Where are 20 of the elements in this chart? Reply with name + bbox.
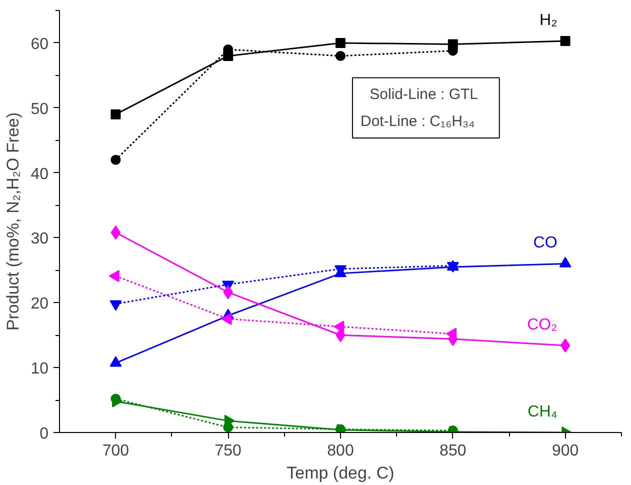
- y-tick-label: 30: [30, 230, 49, 248]
- y-axis-title: Product (mo%, N₂,H₂O Free): [4, 112, 23, 331]
- x-axis-title: Temp (deg. C): [286, 464, 394, 482]
- annotation: Solid-Line : GTL: [370, 86, 478, 103]
- annotation: Dot-Line : C₁₆H₃₄: [360, 112, 475, 130]
- x-tick-label: 800: [327, 442, 354, 460]
- x-tick-label: 900: [552, 442, 579, 460]
- y-tick-label: 20: [30, 296, 49, 313]
- y-tick-label: 60: [30, 36, 49, 53]
- y-tick-label: 50: [30, 100, 49, 118]
- y-tick-label: 10: [30, 360, 49, 378]
- y-tick-label: 40: [30, 166, 49, 183]
- x-tick-label: 850: [440, 442, 466, 460]
- x-tick-label: 700: [102, 442, 130, 460]
- y-tick-label: 0: [40, 426, 49, 442]
- x-tick-label: 750: [214, 442, 242, 460]
- series-label: H₂: [540, 12, 558, 30]
- series-label: CO₂: [527, 316, 558, 334]
- series-label: CO: [533, 234, 558, 252]
- series-label: CH₄: [528, 404, 558, 420]
